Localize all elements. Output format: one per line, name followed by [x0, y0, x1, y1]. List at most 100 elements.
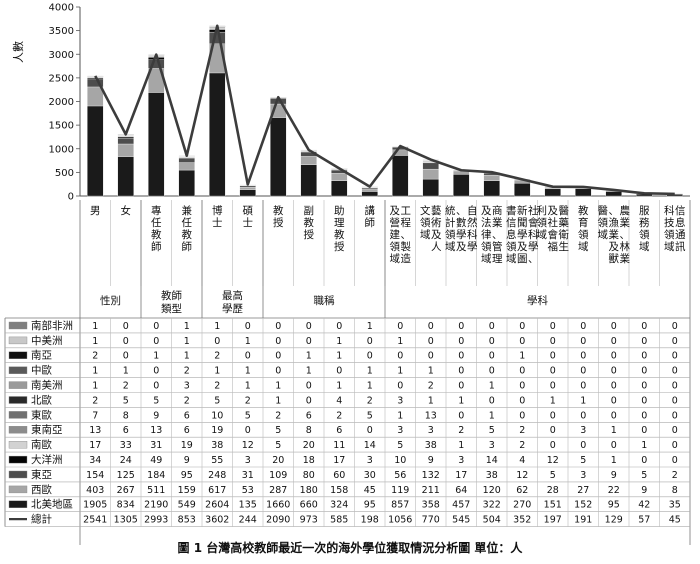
- data-cell: 0: [641, 455, 647, 466]
- category-label: 農業、林業、漁業及獸醫領域: [598, 204, 631, 265]
- data-cell: 45: [364, 485, 376, 496]
- category-label: 工程、製造及營建領域: [390, 205, 412, 265]
- y-tick-label: 0: [68, 192, 74, 203]
- data-cell: 0: [153, 336, 159, 347]
- data-cell: 20: [303, 440, 315, 451]
- data-cell: 151: [544, 500, 562, 511]
- data-cell: 5: [641, 470, 647, 481]
- bar-segment: [179, 170, 195, 196]
- data-cell: 1: [550, 395, 556, 406]
- category-label: 男: [90, 205, 101, 217]
- group-label: 職稱: [314, 295, 335, 307]
- series-name: 東歐: [31, 408, 52, 421]
- legend-swatch: [9, 397, 27, 404]
- data-cell: 1: [580, 395, 586, 406]
- bar-segment: [484, 175, 500, 181]
- data-cell: 0: [550, 336, 556, 347]
- data-cell: 324: [330, 500, 348, 511]
- data-cell: 2541: [83, 515, 107, 526]
- data-cell: 0: [336, 366, 342, 377]
- data-cell: 154: [86, 470, 104, 481]
- data-cell: 17: [333, 455, 345, 466]
- series-name: 南亞: [31, 349, 52, 362]
- data-cell: 2: [245, 395, 251, 406]
- data-cell: 1: [245, 336, 251, 347]
- data-cell: 973: [300, 515, 318, 526]
- data-cell: 0: [123, 351, 129, 362]
- data-cell: 45: [669, 515, 681, 526]
- data-cell: 0: [672, 366, 678, 377]
- category-label: 教授: [273, 204, 284, 229]
- series-name: 南美洲: [31, 378, 63, 391]
- category-label: 博士: [212, 204, 223, 229]
- data-cell: 1: [184, 351, 190, 362]
- data-cell: 0: [367, 351, 373, 362]
- data-cell: 0: [306, 336, 312, 347]
- data-cell: 248: [208, 470, 226, 481]
- data-cell: 8: [672, 485, 678, 496]
- data-cell: 9: [153, 410, 159, 421]
- data-cell: 0: [672, 321, 678, 332]
- data-cell: 12: [242, 440, 254, 451]
- category-label: 商業、管理及法律領域: [481, 204, 503, 265]
- data-cell: 38: [486, 470, 498, 481]
- data-cell: 2604: [205, 500, 229, 511]
- data-cell: 0: [397, 321, 403, 332]
- bar-segment: [423, 163, 439, 169]
- data-cell: 38: [425, 440, 437, 451]
- data-cell: 13: [89, 425, 101, 436]
- data-cell: 55: [211, 455, 223, 466]
- data-cell: 0: [641, 395, 647, 406]
- data-cell: 1: [245, 366, 251, 377]
- data-cell: 0: [550, 440, 556, 451]
- category-label: 信息通訊科技領域: [664, 204, 686, 253]
- y-tick-label: 1000: [49, 144, 74, 155]
- data-cell: 0: [641, 366, 647, 377]
- series-name: 東南亞: [31, 423, 63, 436]
- category-label: 自然科學、數學及統計領域: [445, 204, 478, 253]
- data-cell: 33: [120, 440, 132, 451]
- bar-segment: [453, 174, 469, 196]
- data-cell: 62: [516, 485, 528, 496]
- category-label: 碩士: [243, 205, 254, 229]
- data-cell: 0: [458, 366, 464, 377]
- data-cell: 28: [547, 485, 559, 496]
- data-cell: 0: [672, 380, 678, 391]
- bar-segment: [118, 157, 134, 196]
- data-cell: 120: [483, 485, 501, 496]
- y-tick-label: 2500: [49, 73, 74, 84]
- data-cell: 6: [184, 425, 190, 436]
- data-cell: 2: [336, 410, 342, 421]
- data-cell: 0: [306, 380, 312, 391]
- data-cell: 0: [580, 321, 586, 332]
- data-cell: 1: [428, 395, 434, 406]
- bar-segment: [575, 189, 591, 196]
- data-cell: 0: [641, 425, 647, 436]
- data-cell: 2993: [144, 515, 168, 526]
- bar-segment: [240, 190, 256, 196]
- data-cell: 35: [669, 500, 681, 511]
- data-cell: 9: [641, 485, 647, 496]
- data-cell: 857: [391, 500, 409, 511]
- data-cell: 4: [336, 395, 342, 406]
- legend-swatch: [9, 426, 27, 433]
- data-cell: 0: [275, 321, 281, 332]
- data-cell: 0: [458, 380, 464, 391]
- data-cell: 1056: [388, 515, 412, 526]
- data-cell: 0: [367, 425, 373, 436]
- data-cell: 2: [428, 380, 434, 391]
- y-tick-label: 500: [55, 168, 74, 179]
- category-label: 服務領域: [639, 205, 650, 253]
- data-cell: 0: [550, 366, 556, 377]
- data-cell: 6: [123, 425, 129, 436]
- data-cell: 1: [92, 380, 98, 391]
- bar-segment: [392, 156, 408, 196]
- data-cell: 0: [550, 351, 556, 362]
- category-label: 助理教授: [334, 204, 345, 253]
- data-cell: 0: [428, 351, 434, 362]
- bar-segment: [209, 32, 225, 44]
- data-cell: 1: [458, 440, 464, 451]
- series-name: 東亞: [31, 468, 52, 481]
- bar-segment: [545, 189, 561, 196]
